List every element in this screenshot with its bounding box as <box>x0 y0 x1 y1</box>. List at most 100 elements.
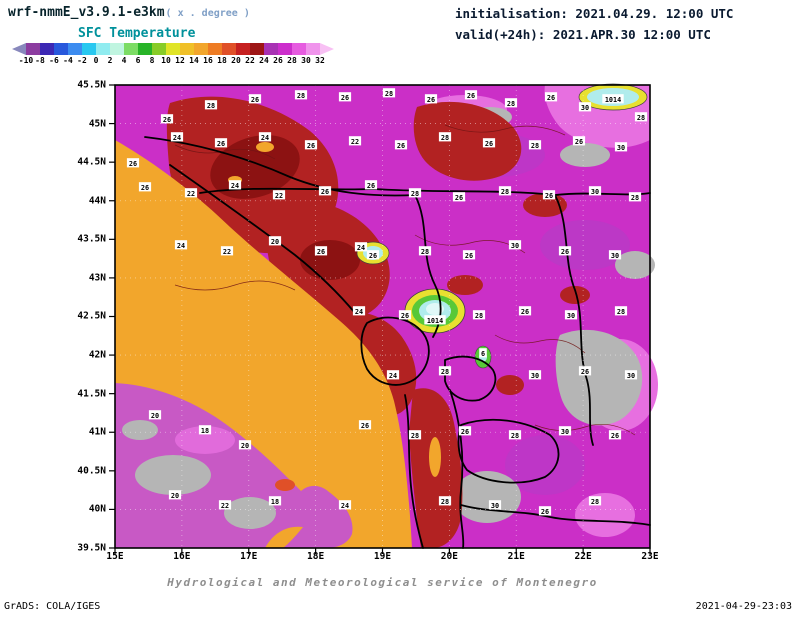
svg-text:1014: 1014 <box>605 96 621 104</box>
latitude-axis: 45.5N 45N 44.5N 44N 43.5N 43N 42.5N 42N 41.5N 41N… <box>56 80 110 554</box>
colorbar-segment <box>96 43 110 55</box>
svg-text:30: 30 <box>627 372 635 380</box>
contour-label: 28 <box>628 192 642 202</box>
svg-text:30: 30 <box>567 312 575 320</box>
contour-label: 28 <box>498 186 512 196</box>
latitude-label: 44.5N <box>77 156 106 168</box>
contour-label: 24 <box>258 132 272 142</box>
contour-label: 20 <box>238 440 252 450</box>
svg-text:26: 26 <box>341 94 349 102</box>
colorbar-segment <box>166 43 180 55</box>
map-plot: 26 28 26 28 26 28 26 26 28 26 30 1014 28 24 26 24 26 22 26… <box>109 83 658 554</box>
contour-label: 30 <box>608 250 622 260</box>
svg-text:20: 20 <box>271 238 279 246</box>
svg-text:26: 26 <box>321 188 329 196</box>
contour-label: 26 <box>518 306 532 316</box>
contour-label: 28 <box>504 98 518 108</box>
svg-text:22: 22 <box>275 192 283 200</box>
contour-label: 28 <box>614 306 628 316</box>
contour-label: 26 <box>572 136 586 146</box>
contour-label: 28 <box>438 366 452 376</box>
colorbar-tick: -8 <box>35 56 45 65</box>
svg-text:26: 26 <box>367 182 375 190</box>
contour-label: 26 <box>138 182 152 192</box>
colorbar-segment <box>152 43 166 55</box>
colorbar-segment <box>26 43 40 55</box>
svg-text:26: 26 <box>467 92 475 100</box>
svg-text:28: 28 <box>475 312 483 320</box>
svg-text:26: 26 <box>141 184 149 192</box>
contour-label: 22 <box>220 246 234 256</box>
contour-label: 26 <box>248 94 262 104</box>
svg-text:26: 26 <box>611 432 619 440</box>
contour-label: 20 <box>268 236 282 246</box>
svg-text:30: 30 <box>617 144 625 152</box>
contour-label: 26 <box>304 140 318 150</box>
svg-text:26: 26 <box>251 96 259 104</box>
contour-label: 26 <box>458 426 472 436</box>
svg-text:26: 26 <box>397 142 405 150</box>
svg-text:28: 28 <box>441 368 449 376</box>
colorbar-segment <box>278 43 292 55</box>
contour-label: 22 <box>218 500 232 510</box>
colorbar-segment <box>82 43 96 55</box>
svg-text:28: 28 <box>441 134 449 142</box>
colorbar-tick: -4 <box>63 56 73 65</box>
colorbar-tick: 22 <box>245 56 255 65</box>
colorbar-segment <box>68 43 82 55</box>
colorbar-segment <box>138 43 152 55</box>
latitude-label: 41N <box>88 426 106 438</box>
contour-label: 26 <box>398 310 412 320</box>
contour-label: 20 <box>168 490 182 500</box>
longitude-label: 16E <box>173 551 191 562</box>
contour-label: 28 <box>508 430 522 440</box>
svg-text:30: 30 <box>561 428 569 436</box>
contour-label: 26 <box>314 246 328 256</box>
svg-text:24: 24 <box>357 244 365 252</box>
colorbar-segment <box>110 43 124 55</box>
latitude-label: 45.5N <box>77 79 106 91</box>
latitude-label: 41.5N <box>77 388 106 400</box>
longitude-label: 22E <box>574 551 592 562</box>
contour-label: 26 <box>358 420 372 430</box>
colorbar-tick: 26 <box>273 56 283 65</box>
svg-text:24: 24 <box>177 242 185 250</box>
svg-text:30: 30 <box>511 242 519 250</box>
svg-text:26: 26 <box>581 368 589 376</box>
svg-text:18: 18 <box>271 498 279 506</box>
svg-text:26: 26 <box>561 248 569 256</box>
svg-text:24: 24 <box>355 308 363 316</box>
contour-label: 26 <box>608 430 622 440</box>
contour-label: 20 <box>148 410 162 420</box>
svg-text:26: 26 <box>317 248 325 256</box>
contour-label: 26 <box>578 366 592 376</box>
svg-text:30: 30 <box>581 104 589 112</box>
contour-label: 1014 <box>602 94 624 104</box>
svg-text:30: 30 <box>611 252 619 260</box>
contour-label: 30 <box>624 370 638 380</box>
colorbar-tick: 30 <box>301 56 311 65</box>
svg-text:24: 24 <box>341 502 349 510</box>
colorbar-segment <box>180 43 194 55</box>
colorbar-tick: 4 <box>121 56 127 65</box>
svg-text:26: 26 <box>307 142 315 150</box>
model-units: ( x . degree ) <box>165 8 250 19</box>
svg-text:24: 24 <box>261 134 269 142</box>
contour-label: 28 <box>588 496 602 506</box>
svg-text:26: 26 <box>129 160 137 168</box>
contour-label: 30 <box>488 500 502 510</box>
svg-text:28: 28 <box>617 308 625 316</box>
gray-patches <box>453 107 655 523</box>
contour-label: 30 <box>564 310 578 320</box>
colorbar-tick: 12 <box>175 56 185 65</box>
contour-label: 28 <box>418 246 432 256</box>
svg-text:28: 28 <box>441 498 449 506</box>
colorbar-tick: -10 <box>18 56 34 65</box>
colorbar-segment <box>124 43 138 55</box>
contour-label: 26 <box>544 92 558 102</box>
svg-text:30: 30 <box>531 372 539 380</box>
country-borders <box>144 136 651 549</box>
contour-label: 26 <box>364 180 378 190</box>
colorbar-tick: -2 <box>77 56 87 65</box>
svg-text:26: 26 <box>461 428 469 436</box>
